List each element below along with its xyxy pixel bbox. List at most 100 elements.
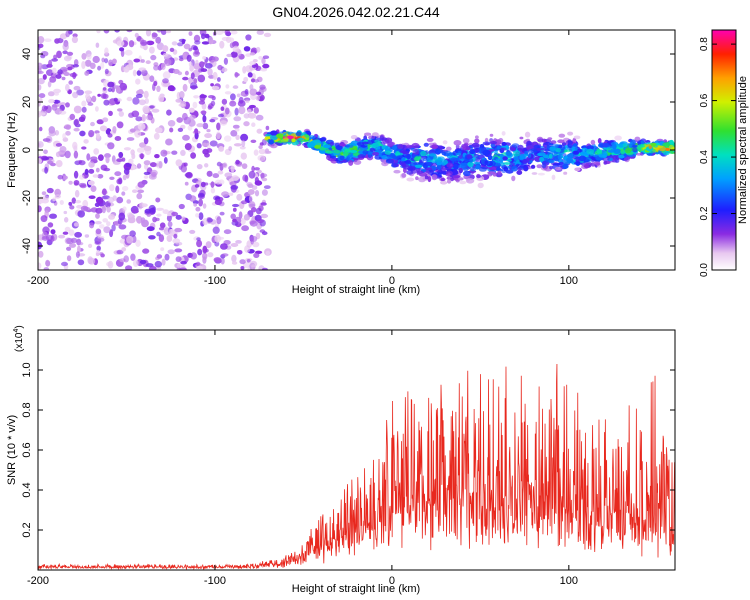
heatmap-noise-cell [167, 249, 175, 255]
heatmap-noise-cell [118, 224, 127, 230]
heatmap-signal-cell [372, 152, 380, 156]
heatmap-noise-cell [155, 197, 161, 203]
heatmap-signal-cell [384, 146, 391, 152]
heatmap-signal-cell [533, 144, 541, 149]
y-tick-label: 0 [21, 147, 33, 153]
heatmap-noise-cell [220, 243, 228, 250]
heatmap-noise-cell [79, 130, 86, 137]
heatmap-noise-cell [44, 166, 48, 174]
heatmap-noise-cell [86, 153, 91, 161]
heatmap-noise-cell [108, 110, 113, 116]
heatmap-noise-cell [143, 137, 149, 145]
heatmap-noise-cell [260, 202, 267, 206]
heatmap-noise-cell [162, 52, 169, 57]
heatmap-noise-cell [163, 227, 171, 236]
heatmap-signal-cell [385, 158, 394, 164]
heatmap-signal-cell [573, 143, 578, 147]
heatmap-noise-cell [245, 99, 250, 103]
heatmap-noise-cell [113, 97, 118, 102]
heatmap-noise-cell [63, 175, 68, 180]
heatmap-noise-cell [201, 102, 207, 110]
figure-title: GN04.2026.042.02.21.C44 [272, 4, 440, 20]
x-tick-label: 0 [389, 275, 395, 287]
heatmap-noise-cell [261, 267, 268, 270]
heatmap-noise-cell [249, 235, 258, 242]
heatmap-noise-cell [123, 66, 130, 73]
heatmap-signal-cell [453, 140, 462, 146]
heatmap-noise-cell [84, 59, 92, 67]
heatmap-noise-cell [207, 252, 214, 258]
heatmap-noise-cell [48, 98, 55, 104]
heatmap-signal-cell [502, 162, 511, 165]
heatmap-noise-cell [210, 83, 215, 87]
heatmap-signal-cell [487, 154, 493, 161]
heatmap-noise-cell [138, 99, 146, 106]
heatmap-signal-cell [567, 140, 573, 145]
heatmap-noise-cell [137, 123, 146, 131]
heatmap-signal-cell [561, 142, 567, 147]
heatmap-noise-cell [228, 37, 235, 43]
heatmap-noise-cell [212, 71, 218, 80]
heatmap-noise-cell [38, 84, 42, 91]
heatmap-signal-cell [562, 163, 568, 169]
heatmap-signal-cell [554, 166, 562, 171]
heatmap-noise-cell [223, 57, 228, 65]
heatmap-noise-cell [241, 225, 250, 232]
heatmap-noise-cell [163, 157, 168, 164]
heatmap-noise-cell [102, 218, 108, 223]
heatmap-noise-cell [261, 138, 267, 146]
heatmap-noise-cell [161, 258, 166, 266]
heatmap-noise-cell [86, 96, 91, 102]
heatmap-signal-cell [590, 139, 596, 145]
heatmap-signal-cell [295, 131, 302, 137]
heatmap-noise-cell [167, 221, 173, 228]
y-tick-label: 0.2 [21, 522, 33, 537]
x-tick-label: -200 [27, 575, 49, 587]
heatmap-signal-cell [494, 150, 498, 155]
heatmap-noise-cell [150, 54, 157, 61]
heatmap-noise-cell [197, 74, 206, 83]
heatmap-noise-cell [180, 149, 186, 156]
snr-multiplier-exponent: 4 [13, 329, 20, 333]
heatmap-noise-cell [95, 132, 101, 139]
heatmap-noise-cell [195, 59, 199, 67]
heatmap-noise-cell [155, 217, 160, 222]
heatmap-noise-cell [221, 253, 229, 257]
heatmap-signal-cell [297, 137, 305, 141]
heatmap-noise-cell [107, 81, 115, 88]
heatmap-signal-cell [364, 132, 372, 136]
heatmap-noise-cell [160, 30, 167, 35]
heatmap-noise-cell [263, 185, 271, 190]
heatmap-signal-cell [441, 180, 447, 185]
heatmap-noise-cell [53, 54, 58, 60]
heatmap-noise-cell [88, 243, 93, 248]
heatmap-noise-cell [97, 65, 102, 71]
heatmap-noise-cell [158, 94, 165, 103]
heatmap-signal-cell [512, 150, 521, 157]
heatmap-noise-cell [180, 260, 187, 265]
heatmap-noise-cell [230, 185, 239, 190]
heatmap-noise-cell [206, 170, 213, 177]
heatmap-noise-cell [160, 149, 168, 157]
heatmap-noise-cell [52, 197, 57, 202]
heatmap-signal-cell [462, 138, 470, 144]
heatmap-signal-cell [506, 159, 512, 162]
heatmap-noise-cell [68, 201, 73, 206]
heatmap-signal-cell [389, 146, 394, 153]
heatmap-noise-cell [256, 218, 264, 224]
heatmap-noise-cell [248, 195, 253, 202]
heatmap-noise-cell [190, 72, 195, 80]
heatmap-noise-cell [201, 41, 210, 45]
heatmap-noise-cell [63, 210, 68, 215]
heatmap-signal-cell [381, 137, 388, 141]
heatmap-noise-cell [95, 228, 102, 235]
heatmap-noise-cell [238, 211, 243, 219]
heatmap-signal-cell [530, 164, 536, 169]
heatmap-noise-cell [119, 238, 126, 244]
heatmap-noise-cell [59, 146, 67, 153]
heatmap-noise-cell [158, 227, 165, 231]
heatmap-noise-cell [121, 247, 127, 252]
heatmap-noise-cell [229, 42, 234, 49]
heatmap-noise-cell [177, 71, 183, 76]
